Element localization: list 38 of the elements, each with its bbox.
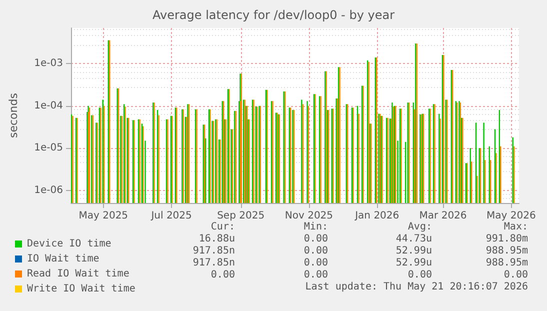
text: Cur: — [210, 222, 235, 232]
text: 0.00 — [504, 270, 528, 280]
legend-label: Read IO Wait time — [27, 268, 130, 280]
x-tick-label: Jul 2025 — [150, 210, 192, 222]
text: 44.73u — [396, 234, 432, 244]
legend-label: Write IO Wait time — [27, 284, 136, 294]
x-tick-label: Nov 2025 — [284, 210, 334, 222]
text: 0.00 — [210, 270, 235, 280]
x-tick-label: May 2026 — [486, 210, 536, 222]
legend-label: IO Wait time — [27, 254, 100, 264]
text: 991.80m — [486, 234, 528, 244]
text: 0.00 — [304, 258, 328, 268]
x-tick-label: Jan 2026 — [354, 210, 400, 222]
y-tick-label: 1e-04 — [34, 100, 63, 112]
legend-label: Device IO time — [27, 238, 112, 250]
text: 0.00 — [304, 270, 328, 280]
text: Max: — [504, 222, 528, 232]
text: 0.00 — [304, 234, 328, 244]
text: 0.00 — [304, 246, 328, 256]
text: Last update: Thu May 21 20:16:07 2026 — [305, 282, 528, 292]
y-tick-label: 1e-05 — [34, 142, 63, 154]
text: 917.85n — [192, 258, 235, 268]
y-tick-label: 1e-06 — [34, 184, 63, 196]
text: 917.85n — [192, 246, 235, 256]
chart-title: Average latency for /dev/loop0 - by year — [152, 8, 395, 22]
text: 16.88u — [198, 234, 235, 244]
y-axis-title: seconds — [7, 92, 20, 138]
y-tick-label: 1e-03 — [34, 58, 63, 70]
text: 988.95m — [486, 246, 528, 256]
x-tick-label: May 2025 — [78, 210, 128, 222]
text: 52.99u — [396, 246, 432, 256]
text: 988.95m — [486, 258, 528, 268]
text: 0.00 — [408, 270, 432, 280]
text: Min: — [304, 222, 328, 232]
text: 52.99u — [396, 258, 432, 268]
x-tick-label: Mar 2026 — [419, 210, 467, 222]
text: Avg: — [408, 222, 432, 232]
x-tick-label: Sep 2025 — [217, 210, 265, 222]
